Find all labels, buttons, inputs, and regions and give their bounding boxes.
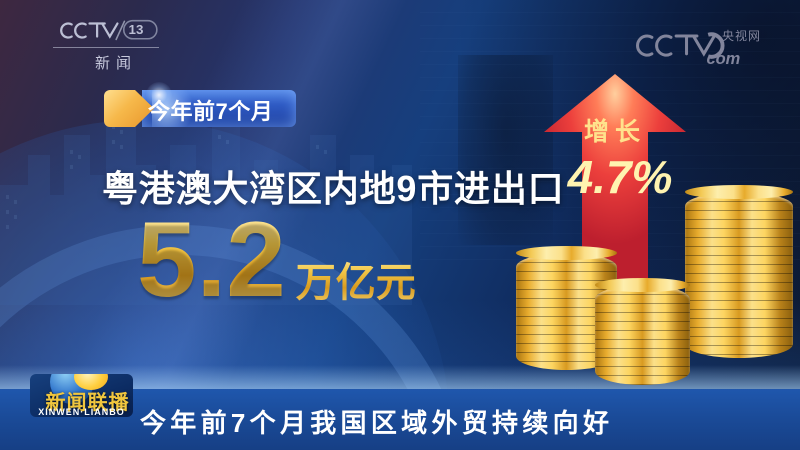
- svg-text:13: 13: [129, 22, 144, 37]
- svg-text:com: com: [706, 50, 740, 66]
